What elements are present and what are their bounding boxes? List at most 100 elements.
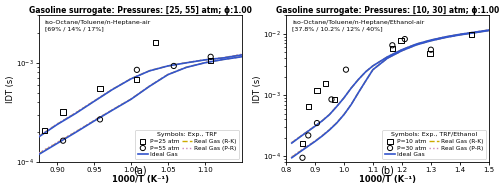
X-axis label: 1000/T (K⁻¹): 1000/T (K⁻¹) xyxy=(359,175,416,184)
Real Gas (P-R) xyxy=(91,100,97,102)
Ideal Gas xyxy=(202,59,208,61)
Legend: P=10 atm, P=30 atm, Ideal Gas, Real Gas (R-K), Real Gas (P-R): P=10 atm, P=30 atm, Ideal Gas, Real Gas … xyxy=(382,130,486,160)
Real Gas (R-K) xyxy=(341,97,347,99)
Real Gas (R-K) xyxy=(238,53,244,56)
P=30 atm xyxy=(298,156,306,159)
Ideal Gas xyxy=(312,125,318,128)
Real Gas (R-K) xyxy=(370,65,376,67)
P=55 atm xyxy=(59,139,67,142)
Real Gas (P-R) xyxy=(146,69,152,72)
Real Gas (P-R) xyxy=(304,130,310,132)
P=25 atm xyxy=(40,129,48,132)
P=10 atm xyxy=(330,98,338,101)
Real Gas (P-R) xyxy=(72,112,78,114)
Ideal Gas xyxy=(220,57,226,59)
Real Gas (R-K) xyxy=(414,43,420,45)
Ideal Gas xyxy=(298,136,304,138)
Ideal Gas xyxy=(288,142,294,144)
P=10 atm xyxy=(426,52,434,55)
Real Gas (P-R) xyxy=(165,65,171,67)
P=30 atm xyxy=(342,68,350,71)
Line: Real Gas (P-R): Real Gas (P-R) xyxy=(292,30,489,142)
Ideal Gas xyxy=(110,88,116,91)
Real Gas (R-K) xyxy=(128,78,134,80)
Ideal Gas xyxy=(472,31,478,33)
Real Gas (R-K) xyxy=(36,135,42,138)
P=10 atm xyxy=(468,33,475,36)
P=10 atm xyxy=(304,105,312,108)
P=10 atm xyxy=(397,39,405,42)
Real Gas (P-R) xyxy=(356,78,362,81)
Real Gas (P-R) xyxy=(442,36,448,38)
Real Gas (R-K) xyxy=(54,123,60,125)
Real Gas (P-R) xyxy=(428,39,434,41)
Ideal Gas xyxy=(384,56,390,58)
Real Gas (P-R) xyxy=(110,88,116,90)
P=25 atm xyxy=(59,111,67,114)
P=30 atm xyxy=(401,37,409,41)
Real Gas (R-K) xyxy=(288,142,294,144)
Ideal Gas xyxy=(184,62,190,64)
Real Gas (P-R) xyxy=(184,61,190,64)
Real Gas (P-R) xyxy=(362,71,368,73)
Text: iso-Octane/Toluene/n-Heptane-air
[69% / 14% / 17%]: iso-Octane/Toluene/n-Heptane-air [69% / … xyxy=(45,20,151,31)
Ideal Gas xyxy=(36,136,42,138)
Real Gas (P-R) xyxy=(238,53,244,55)
Real Gas (R-K) xyxy=(348,87,354,89)
Real Gas (P-R) xyxy=(319,119,325,122)
P=55 atm xyxy=(206,55,214,58)
Ideal Gas xyxy=(128,78,134,80)
Real Gas (R-K) xyxy=(165,65,171,67)
Ideal Gas xyxy=(428,39,434,41)
Ideal Gas xyxy=(341,97,347,99)
Real Gas (P-R) xyxy=(384,56,390,58)
Real Gas (R-K) xyxy=(146,70,152,72)
Ideal Gas xyxy=(238,54,244,56)
Real Gas (R-K) xyxy=(362,71,368,73)
P=25 atm xyxy=(206,59,214,62)
Real Gas (R-K) xyxy=(428,39,434,41)
P=25 atm xyxy=(96,87,104,90)
Real Gas (R-K) xyxy=(442,36,448,38)
Real Gas (R-K) xyxy=(91,100,97,102)
Ideal Gas xyxy=(457,33,463,35)
Real Gas (P-R) xyxy=(220,57,226,59)
Line: Ideal Gas: Ideal Gas xyxy=(38,55,242,137)
Ideal Gas xyxy=(414,43,420,45)
Real Gas (P-R) xyxy=(36,135,42,137)
P=10 atm xyxy=(313,89,321,92)
Real Gas (R-K) xyxy=(319,120,325,122)
Real Gas (P-R) xyxy=(202,58,208,61)
Real Gas (P-R) xyxy=(54,123,60,125)
Real Gas (R-K) xyxy=(326,113,332,116)
Text: iso-Octane/Toluene/n-Heptane/Ethanol-air
[37.8% / 10.2% / 12% / 40%]: iso-Octane/Toluene/n-Heptane/Ethanol-air… xyxy=(292,20,424,31)
Real Gas (R-K) xyxy=(399,49,405,51)
Real Gas (P-R) xyxy=(341,97,347,99)
P=55 atm xyxy=(170,64,178,67)
Real Gas (R-K) xyxy=(356,78,362,81)
Real Gas (R-K) xyxy=(334,105,340,108)
Ideal Gas xyxy=(165,65,171,67)
X-axis label: 1000/T (K⁻¹): 1000/T (K⁻¹) xyxy=(112,175,168,184)
Ideal Gas xyxy=(91,100,97,103)
Real Gas (R-K) xyxy=(202,59,208,61)
Real Gas (P-R) xyxy=(414,43,420,45)
Title: Gasoline surrogate: Pressures: [10, 30] atm; ϕ:1.00: Gasoline surrogate: Pressures: [10, 30] … xyxy=(276,5,499,15)
Real Gas (P-R) xyxy=(326,113,332,116)
Real Gas (R-K) xyxy=(384,56,390,58)
Real Gas (P-R) xyxy=(399,49,405,51)
Real Gas (R-K) xyxy=(110,88,116,90)
P=55 atm xyxy=(133,68,141,71)
Line: Real Gas (P-R): Real Gas (P-R) xyxy=(38,54,242,136)
Real Gas (P-R) xyxy=(348,87,354,89)
Title: Gasoline surrogate: Pressures: [25, 55] atm; ϕ:1.00: Gasoline surrogate: Pressures: [25, 55] … xyxy=(29,5,252,15)
Real Gas (P-R) xyxy=(370,65,376,67)
Ideal Gas xyxy=(348,87,354,89)
Ideal Gas xyxy=(326,113,332,116)
P=30 atm xyxy=(328,98,336,101)
Ideal Gas xyxy=(72,112,78,115)
Real Gas (R-K) xyxy=(298,135,304,137)
Real Gas (R-K) xyxy=(486,29,492,31)
Ideal Gas xyxy=(304,130,310,133)
Real Gas (R-K) xyxy=(184,62,190,64)
